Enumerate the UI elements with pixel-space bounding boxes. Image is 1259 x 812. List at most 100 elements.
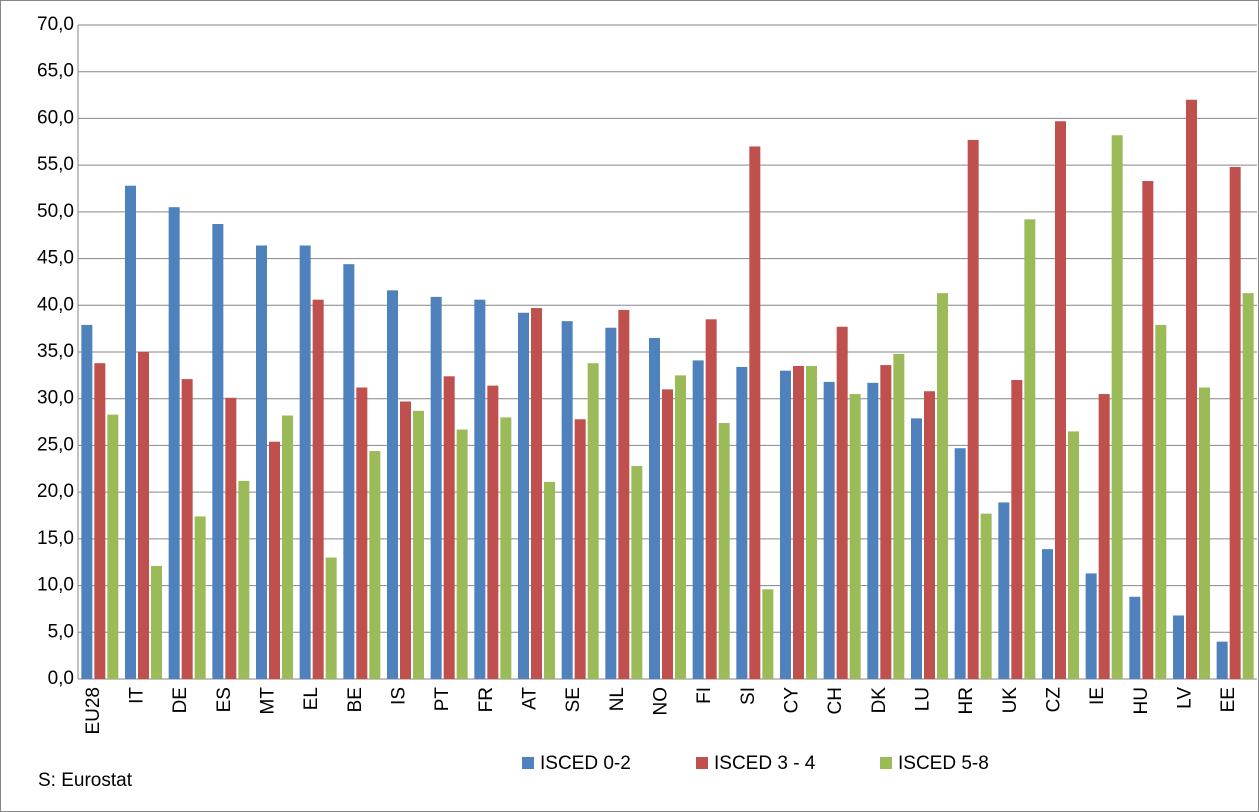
- bar: [911, 418, 922, 679]
- bar: [81, 324, 93, 679]
- bar: [605, 327, 617, 679]
- y-tick-label: 50,0: [37, 201, 74, 222]
- bar: [574, 419, 586, 679]
- bar: [675, 375, 686, 679]
- x-tick-label: SI: [738, 687, 759, 705]
- x-tick-label: LU: [913, 687, 934, 711]
- bar: [1155, 324, 1167, 679]
- bar: [998, 502, 1010, 679]
- bar: [823, 381, 835, 679]
- x-tick-label: NO: [651, 687, 672, 716]
- x-tick-label: CH: [825, 687, 846, 714]
- bar: [880, 365, 892, 679]
- bar: [736, 366, 748, 679]
- bar: [400, 401, 411, 679]
- legend-label: ISCED 0-2: [540, 753, 631, 774]
- bar: [1085, 573, 1097, 679]
- bar: [94, 363, 106, 679]
- x-tick-label: FR: [476, 687, 497, 712]
- x-tick-label: BE: [345, 687, 366, 712]
- x-tick-label: IT: [127, 687, 148, 704]
- bar: [343, 264, 355, 679]
- bar: [1068, 431, 1079, 679]
- bar: [924, 391, 935, 679]
- bar: [212, 224, 224, 679]
- bar: [456, 429, 468, 679]
- y-tick-label: 5,0: [48, 621, 74, 642]
- bar: [1111, 135, 1123, 679]
- legend-label: ISCED 3 - 4: [714, 753, 816, 774]
- x-tick-label: DK: [869, 687, 890, 714]
- bar: [649, 337, 660, 679]
- bar: [325, 557, 337, 679]
- x-tick-label: CZ: [1044, 687, 1065, 713]
- x-tick-label: PT: [432, 687, 453, 712]
- x-tick-label: FI: [694, 687, 715, 704]
- bar: [474, 299, 486, 679]
- x-tick-label: HR: [956, 687, 977, 714]
- legend-swatch: [880, 757, 892, 769]
- bar: [500, 417, 512, 679]
- bar: [662, 389, 673, 679]
- bar: [618, 309, 630, 679]
- y-tick-label: 55,0: [37, 154, 74, 175]
- bar: [692, 360, 704, 679]
- x-tick-label: AT: [520, 687, 541, 710]
- legend-label: ISCED 5-8: [898, 753, 989, 774]
- bar: [238, 480, 250, 679]
- x-tick-label: UK: [1000, 687, 1021, 714]
- y-tick-label: 60,0: [37, 107, 74, 128]
- x-tick-label: IS: [389, 687, 410, 705]
- y-tick-label: 10,0: [37, 575, 74, 596]
- legend-swatch: [696, 757, 708, 769]
- bar: [430, 296, 442, 679]
- bar: [387, 290, 398, 679]
- bar: [1229, 167, 1241, 680]
- bar: [561, 321, 573, 679]
- bar: [867, 382, 879, 679]
- bar: [1042, 549, 1053, 679]
- x-tick-label: SE: [563, 687, 584, 712]
- bar: [107, 414, 119, 679]
- bar: [967, 139, 979, 680]
- bar: [443, 376, 455, 679]
- bar: [1129, 596, 1141, 679]
- bar: [544, 481, 555, 679]
- bar: [269, 441, 280, 679]
- bar: [356, 387, 368, 679]
- x-tick-label: DE: [170, 687, 191, 713]
- bar: [806, 366, 817, 679]
- bar: [1055, 121, 1066, 679]
- bar: [705, 319, 717, 679]
- bar: [762, 589, 774, 679]
- bar: [1242, 293, 1254, 679]
- x-tick-label: MT: [258, 687, 279, 715]
- bar: [1216, 641, 1228, 679]
- y-tick-label: 35,0: [37, 341, 74, 362]
- y-tick-label: 15,0: [37, 528, 74, 549]
- bar: [849, 394, 861, 679]
- x-tick-label: LV: [1175, 687, 1196, 709]
- bar: [954, 448, 966, 679]
- y-tick-label: 45,0: [37, 248, 74, 269]
- x-tick-label: EE: [1218, 687, 1239, 712]
- bar: [1098, 394, 1110, 679]
- x-tick-label: HU: [1131, 687, 1152, 714]
- bar: [125, 185, 136, 679]
- y-tick-label: 65,0: [37, 61, 74, 82]
- bar: [1173, 615, 1184, 679]
- bar: [413, 410, 424, 679]
- bar: [369, 451, 381, 679]
- bar: [1011, 380, 1023, 679]
- y-tick-label: 20,0: [37, 481, 74, 502]
- bar: [893, 353, 905, 679]
- bar: [1024, 219, 1036, 679]
- bar: [1199, 387, 1210, 679]
- bar: [780, 370, 791, 679]
- bar: [1142, 181, 1154, 680]
- bar: [937, 293, 948, 679]
- bar: [980, 513, 992, 679]
- y-tick-label: 30,0: [37, 388, 74, 409]
- legend-swatch: [522, 757, 534, 769]
